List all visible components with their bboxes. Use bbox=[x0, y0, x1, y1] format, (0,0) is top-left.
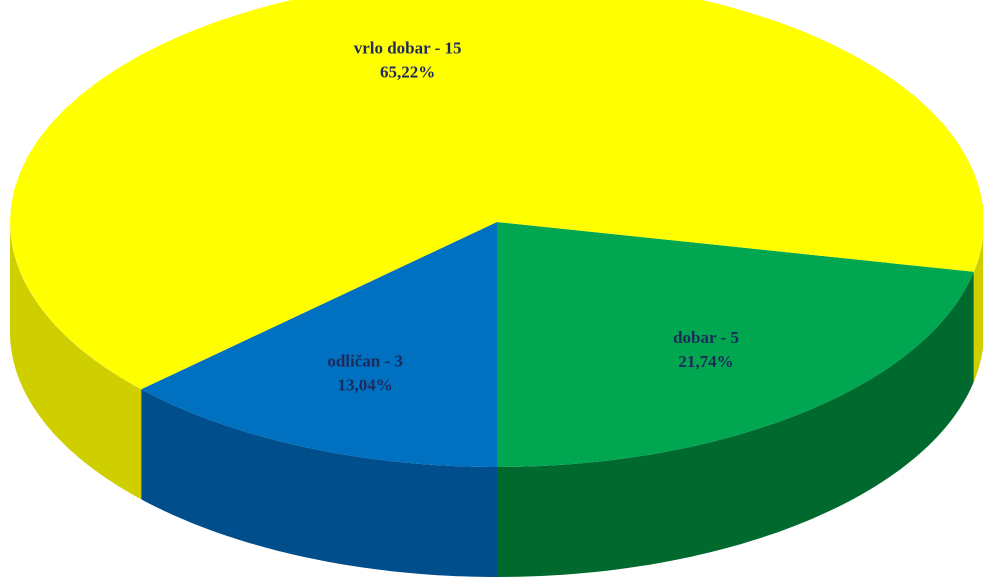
pie-side bbox=[141, 389, 497, 577]
slice-value-label: 65,22% bbox=[380, 62, 435, 81]
pie-side bbox=[973, 237, 983, 382]
pie-slice bbox=[10, 0, 983, 390]
pie-slice bbox=[141, 222, 497, 467]
pie-side bbox=[497, 271, 974, 577]
pie-side bbox=[10, 222, 142, 500]
slice-label: odličan - 3 bbox=[327, 352, 403, 371]
pie-slice bbox=[497, 222, 974, 467]
slice-value-label: 13,04% bbox=[337, 376, 392, 395]
slice-label: vrlo dobar - 15 bbox=[354, 38, 462, 57]
slice-label: dobar - 5 bbox=[673, 328, 739, 347]
slice-value-label: 21,74% bbox=[678, 352, 733, 371]
